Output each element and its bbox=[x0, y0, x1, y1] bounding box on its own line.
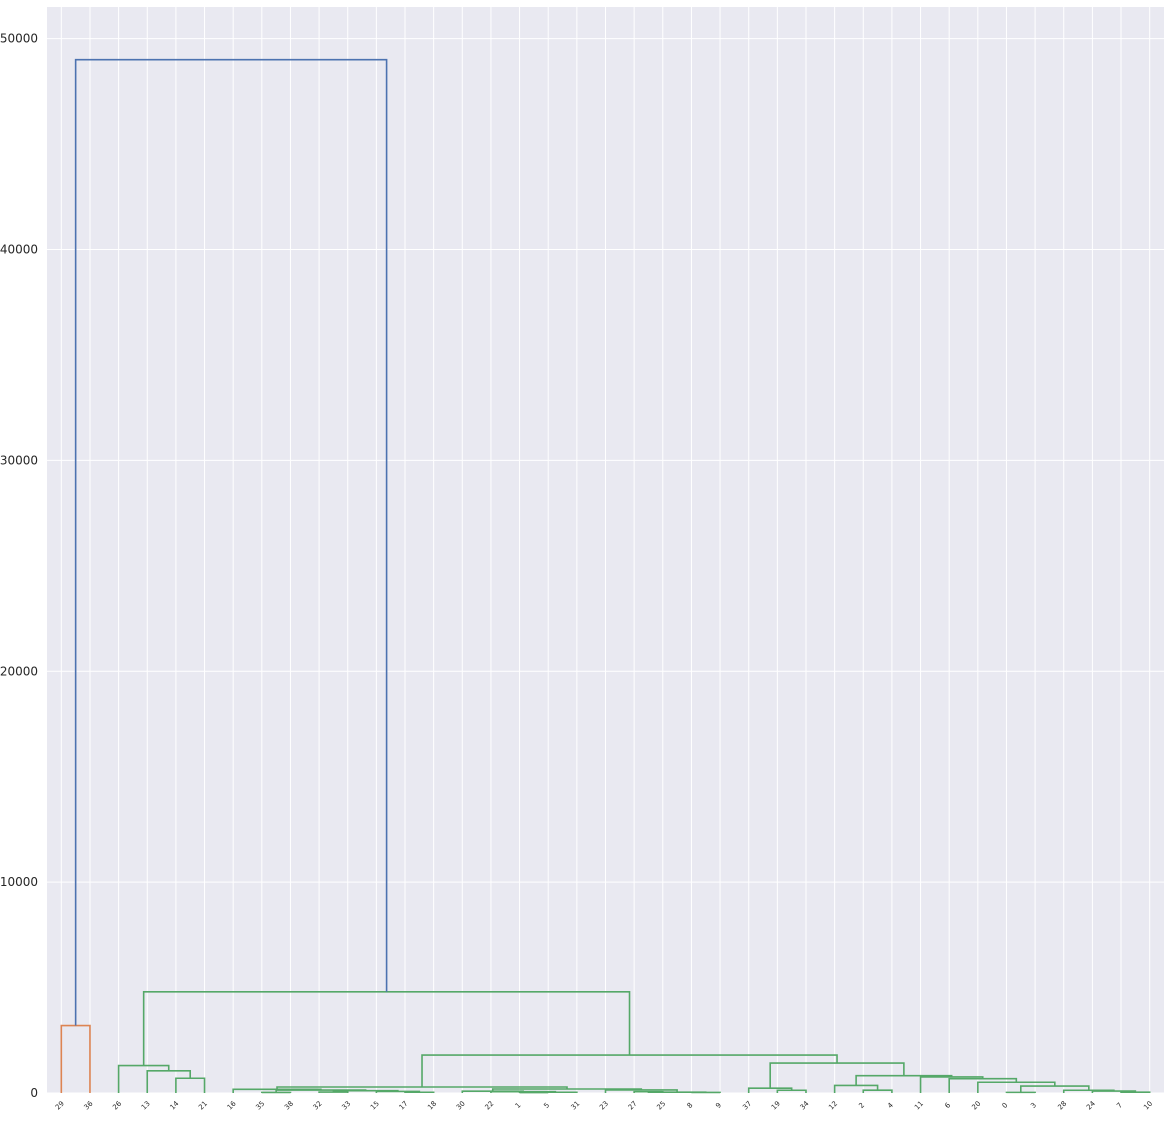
dendrogram-link-c37_34 bbox=[747, 1087, 793, 1093]
x-tick-label: 27 bbox=[627, 1100, 639, 1112]
x-tick-label: 32 bbox=[312, 1100, 324, 1112]
x-tick-label: 28 bbox=[1056, 1100, 1068, 1112]
dendrogram-link-c28_10 bbox=[1062, 1089, 1115, 1093]
x-tick-label: 12 bbox=[827, 1100, 839, 1112]
y-tick-label: 40000 bbox=[0, 243, 38, 257]
dendrogram-link-root bbox=[74, 58, 388, 1026]
x-tick-label: 0 bbox=[1001, 1101, 1010, 1110]
y-tick-label: 50000 bbox=[0, 32, 38, 46]
x-tick-label: 35 bbox=[254, 1100, 266, 1112]
x-tick-label: 11 bbox=[913, 1100, 925, 1112]
x-tick-label: 18 bbox=[426, 1100, 438, 1112]
y-tick-label: 10000 bbox=[0, 875, 38, 889]
dendrogram-links bbox=[60, 58, 1151, 1094]
dendrogram-link-c26_21 bbox=[117, 1064, 170, 1093]
dendrogram-link-c0_3 bbox=[1005, 1091, 1036, 1094]
x-tick-label: 29 bbox=[54, 1100, 66, 1112]
x-tick-label: 22 bbox=[484, 1100, 496, 1112]
x-tick-label: 33 bbox=[340, 1100, 352, 1112]
dendrogram-link-c37_10 bbox=[769, 1062, 905, 1089]
x-tick-label: 4 bbox=[886, 1101, 895, 1110]
dendrogram-link-c12_10 bbox=[855, 1074, 953, 1086]
x-tick-label: 1 bbox=[514, 1101, 523, 1110]
dendrogram-link-c30_31 bbox=[461, 1090, 524, 1093]
y-tick-label: 20000 bbox=[0, 664, 38, 678]
x-tick-label: 2 bbox=[857, 1101, 866, 1110]
dendrogram-link-c35_38 bbox=[261, 1091, 292, 1094]
x-tick-label: 25 bbox=[655, 1100, 667, 1112]
x-tick-label: 21 bbox=[197, 1100, 209, 1112]
y-tick-label: 30000 bbox=[0, 453, 38, 467]
dendrogram-link-c19_34 bbox=[776, 1089, 807, 1093]
x-tick-label: 31 bbox=[569, 1100, 581, 1112]
dendrogram-link-c16_18 bbox=[232, 1088, 322, 1093]
x-tick-label: 36 bbox=[83, 1099, 95, 1111]
y-tick-label: 0 bbox=[30, 1086, 38, 1100]
dendrogram-link-c13_14_21 bbox=[146, 1070, 192, 1093]
x-tick-label: 30 bbox=[455, 1100, 467, 1112]
x-tick-label: 34 bbox=[799, 1099, 811, 1111]
x-tick-label: 5 bbox=[542, 1101, 551, 1110]
x-tick-label: 13 bbox=[140, 1100, 152, 1112]
dendrogram-link-c14_21 bbox=[175, 1077, 206, 1093]
grid-layer bbox=[47, 7, 1164, 1094]
dendrogram-link-c27_9 bbox=[647, 1091, 707, 1093]
x-tick-label: 15 bbox=[369, 1100, 381, 1112]
x-tick-label: 23 bbox=[598, 1100, 610, 1112]
x-tick-label: 14 bbox=[168, 1099, 180, 1111]
dendrogram-link-c7_10 bbox=[1120, 1091, 1151, 1093]
x-tick-label: 17 bbox=[398, 1100, 410, 1112]
dendrogram-link-c12_4 bbox=[833, 1084, 879, 1093]
x-tick-label: 8 bbox=[686, 1101, 695, 1110]
x-tick-label: 24 bbox=[1085, 1099, 1097, 1111]
x-tick-label: 3 bbox=[1029, 1101, 1038, 1110]
x-tick-label: 38 bbox=[283, 1100, 295, 1112]
x-tick-label: 9 bbox=[714, 1101, 723, 1110]
x-tick-label: 16 bbox=[226, 1099, 238, 1111]
dendrogram-link-c20_10 bbox=[977, 1081, 1056, 1093]
dendrogram-link-c17_18 bbox=[404, 1091, 435, 1094]
x-tick-label: 6 bbox=[943, 1101, 952, 1110]
dendrogram-link-c26_10 bbox=[142, 990, 631, 1066]
x-tick-label: 26 bbox=[111, 1099, 123, 1111]
x-tick-label: 10 bbox=[1142, 1100, 1154, 1112]
x-tick-label: 19 bbox=[770, 1100, 782, 1112]
x-tick-label: 37 bbox=[741, 1100, 753, 1112]
x-tick-label: 20 bbox=[970, 1100, 982, 1112]
x-tick-label: 7 bbox=[1115, 1101, 1124, 1110]
